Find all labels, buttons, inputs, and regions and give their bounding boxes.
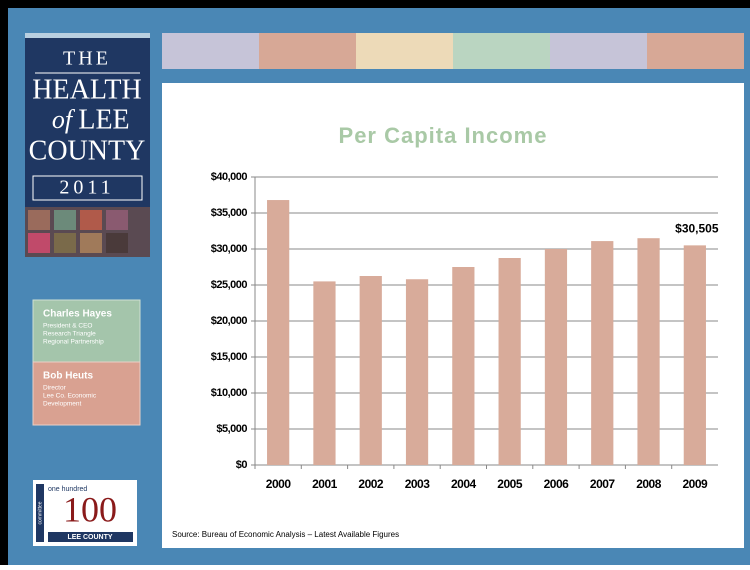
chart-title: Per Capita Income: [339, 123, 548, 148]
bar: [267, 200, 290, 466]
x-tick-label: 2005: [497, 477, 523, 491]
y-tick-label: $25,000: [211, 279, 248, 291]
x-tick-label: 2008: [636, 477, 662, 491]
person-name: Charles Hayes: [43, 309, 112, 320]
source-note: Source: Bureau of Economic Analysis – La…: [172, 530, 399, 539]
logo-text: THE: [63, 48, 111, 70]
bar: [405, 279, 429, 465]
bar: [313, 281, 336, 465]
person-line: Development: [43, 401, 81, 408]
bar: [637, 238, 660, 465]
y-tick-label: $20,000: [211, 315, 248, 327]
logo: THE HEALTH of LEE COUNTY 2011: [25, 33, 150, 257]
bar: [591, 241, 614, 465]
y-tick-label: $40,000: [211, 171, 248, 183]
committee-logo: committee one hundred 100 LEE COUNTY: [33, 480, 137, 546]
logo-text: LEE: [78, 104, 129, 135]
color-strip: [162, 33, 744, 69]
bar: [544, 249, 568, 465]
bar: [498, 258, 521, 465]
committee-top: one hundred: [48, 486, 87, 493]
bar: [683, 245, 706, 465]
bar: [452, 267, 475, 465]
x-tick-label: 2004: [451, 477, 477, 491]
person-name: Bob Heuts: [43, 371, 93, 382]
x-tick-label: 2002: [358, 477, 384, 491]
x-tick-label: 2000: [266, 477, 292, 491]
y-tick-label: $10,000: [211, 387, 248, 399]
x-tick-label: 2009: [682, 477, 708, 491]
logo-text: COUNTY: [29, 135, 146, 166]
y-tick-label: $5,000: [216, 423, 247, 435]
people: Charles Hayes President & CEO Research T…: [32, 299, 141, 426]
logo-year: 2011: [59, 177, 114, 199]
y-tick-label: $15,000: [211, 351, 248, 363]
person-line: Director: [43, 385, 67, 392]
x-tick-label: 2001: [312, 477, 338, 491]
bar: [359, 276, 382, 465]
person-line: President & CEO: [43, 323, 93, 330]
logo-text: of: [52, 105, 76, 134]
person-line: Lee Co. Economic: [43, 393, 97, 400]
committee-bottom: LEE COUNTY: [67, 534, 112, 541]
y-tick-label: $35,000: [211, 207, 248, 219]
y-tick-label: $0: [236, 459, 248, 471]
person-line: Regional Partnership: [43, 339, 104, 346]
x-tick-label: 2006: [544, 477, 570, 491]
person-line: Research Triangle: [43, 331, 96, 338]
value-label: $30,505: [675, 222, 719, 236]
y-tick-label: $30,000: [211, 243, 248, 255]
logo-text: HEALTH: [32, 74, 141, 105]
committee-side: committee: [37, 501, 43, 524]
committee-number: 100: [63, 489, 117, 529]
x-tick-label: 2003: [405, 477, 431, 491]
x-tick-label: 2007: [590, 477, 616, 491]
